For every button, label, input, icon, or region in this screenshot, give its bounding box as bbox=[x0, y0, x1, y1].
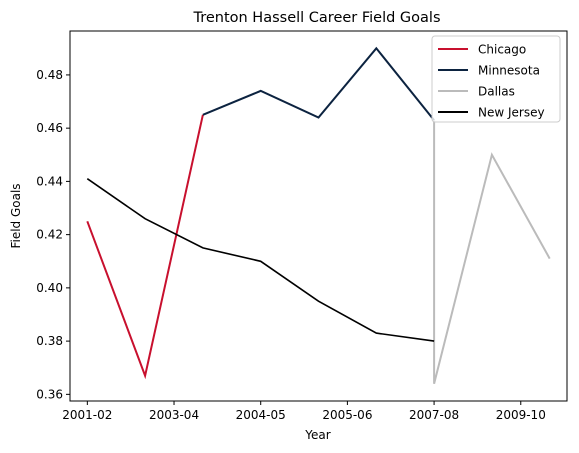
series-line-dallas bbox=[433, 120, 551, 384]
x-tick-label: 2003-04 bbox=[149, 408, 199, 422]
y-tick-label: 0.38 bbox=[36, 334, 63, 348]
legend-label: Dallas bbox=[478, 85, 515, 99]
series-line-minnesota bbox=[202, 46, 435, 121]
y-tick-label: 0.44 bbox=[36, 174, 63, 188]
x-tick-label: 2009-10 bbox=[496, 408, 546, 422]
x-tick-label: 2007-08 bbox=[409, 408, 459, 422]
series-line-chicago bbox=[86, 114, 204, 380]
y-tick-label: 0.46 bbox=[36, 121, 63, 135]
legend-box bbox=[431, 35, 561, 123]
x-tick-label: 2005-06 bbox=[322, 408, 372, 422]
series-line-new-jersey bbox=[86, 178, 435, 342]
x-tick-label: 2001-02 bbox=[62, 408, 112, 422]
legend-label: Chicago bbox=[478, 43, 526, 57]
y-tick-label: 0.40 bbox=[36, 281, 63, 295]
y-axis-ticks: 0.36 0.38 0.40 0.42 0.44 0.46 0.48 bbox=[36, 68, 70, 401]
y-axis-label: Field Goals bbox=[9, 183, 23, 248]
legend-label: New Jersey bbox=[478, 106, 545, 120]
x-axis-ticks: 2001-02 2003-04 2004-05 2005-06 2007-08 2009-… bbox=[62, 401, 546, 422]
legend-label: Minnesota bbox=[478, 64, 540, 78]
y-tick-label: 0.48 bbox=[36, 68, 63, 82]
y-tick-label: 0.36 bbox=[36, 387, 63, 401]
legend: Chicago Minnesota Dallas New Jersey bbox=[431, 35, 561, 123]
x-tick-label: 2004-05 bbox=[236, 408, 286, 422]
chart-title: Trenton Hassell Career Field Goals bbox=[192, 10, 440, 26]
plot-frame bbox=[69, 30, 568, 402]
y-tick-label: 0.42 bbox=[36, 228, 63, 242]
x-axis-label: Year bbox=[304, 428, 330, 442]
plot-lines bbox=[86, 46, 551, 384]
